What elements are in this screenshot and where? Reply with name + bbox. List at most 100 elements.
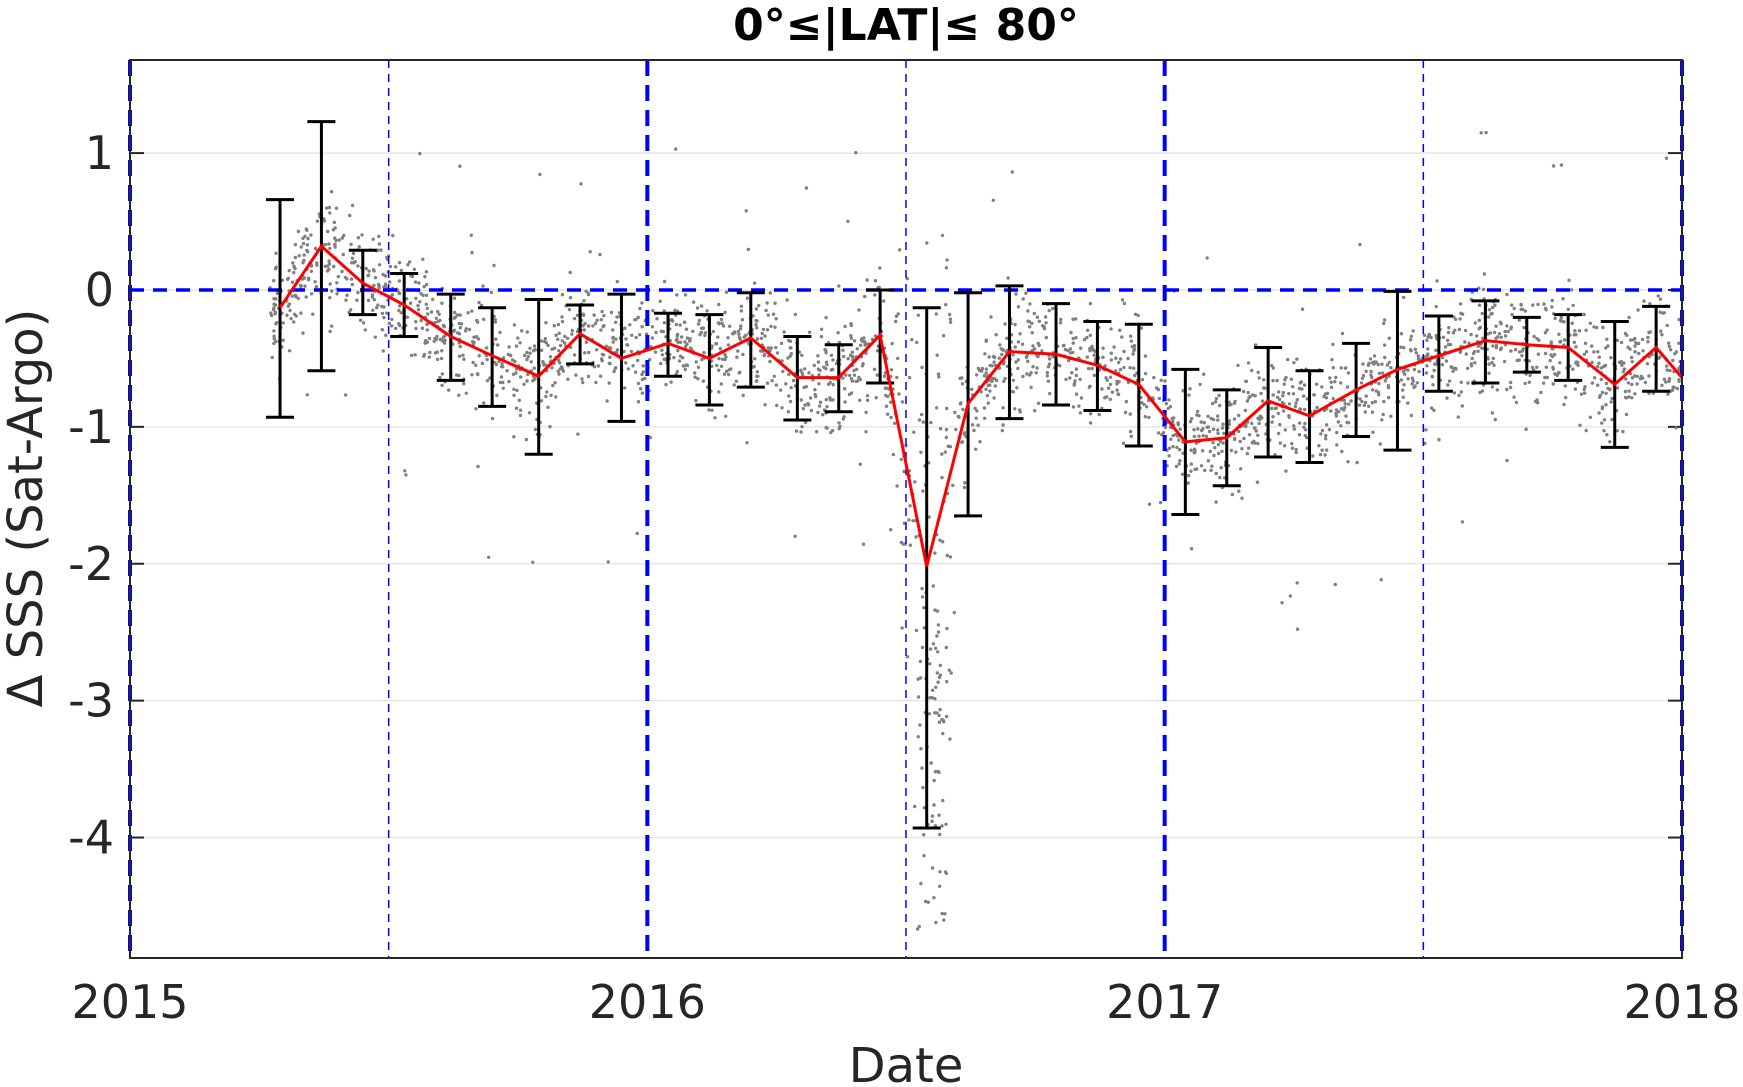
scatter-point <box>1199 428 1204 433</box>
scatter-point <box>1250 441 1254 445</box>
scatter-point <box>440 349 444 353</box>
scatter-point <box>1460 520 1465 524</box>
scatter-point <box>1011 353 1015 357</box>
scatter-point <box>1424 371 1429 375</box>
scatter-point <box>568 270 572 275</box>
scatter-point <box>340 236 345 240</box>
scatter-point <box>831 383 835 387</box>
scatter-point <box>726 343 731 347</box>
scatter-point <box>1282 382 1286 386</box>
scatter-point <box>328 296 332 300</box>
scatter-point <box>539 348 544 352</box>
scatter-point <box>980 366 985 371</box>
scatter-point <box>1131 352 1135 356</box>
scatter-point <box>1660 383 1664 387</box>
scatter-point <box>1377 371 1382 375</box>
scatter-point <box>921 489 925 493</box>
scatter-point <box>1564 395 1568 400</box>
scatter-point <box>951 483 955 488</box>
scatter-point <box>1221 441 1225 445</box>
scatter-point <box>920 645 925 650</box>
scatter-point <box>539 339 544 343</box>
scatter-point <box>841 376 845 380</box>
scatter-point <box>343 393 348 397</box>
scatter-point <box>356 236 361 240</box>
scatter-point <box>891 452 896 457</box>
scatter-point <box>576 432 580 436</box>
scatter-point <box>765 328 770 332</box>
scatter-point <box>272 308 276 312</box>
scatter-point <box>739 324 743 328</box>
scatter-point <box>936 680 940 684</box>
scatter-point <box>440 301 444 305</box>
scatter-point <box>572 353 577 357</box>
scatter-point <box>1477 318 1482 322</box>
scatter-point <box>552 324 556 328</box>
scatter-point <box>1553 316 1557 321</box>
scatter-point <box>1001 423 1005 427</box>
scatter-point <box>1324 437 1328 441</box>
scatter-point <box>1621 429 1625 434</box>
scatter-point <box>1305 435 1309 440</box>
scatter-point <box>1415 381 1420 385</box>
scatter-point <box>303 234 307 238</box>
scatter-point <box>1273 406 1277 411</box>
scatter-point <box>1302 394 1306 398</box>
scatter-point <box>932 896 936 900</box>
scatter-point <box>1334 414 1339 418</box>
scatter-point <box>1492 330 1497 335</box>
scatter-point <box>1503 334 1508 338</box>
scatter-point <box>1441 335 1446 339</box>
scatter-point <box>1475 334 1479 338</box>
scatter-point <box>819 334 824 339</box>
scatter-point <box>1280 401 1285 405</box>
scatter-point <box>314 285 319 289</box>
scatter-point <box>323 264 327 268</box>
scatter-point <box>1169 437 1173 441</box>
scatter-point <box>614 320 618 324</box>
scatter-point <box>593 321 598 326</box>
scatter-point <box>1152 375 1156 380</box>
scatter-point <box>1576 360 1580 365</box>
scatter-point <box>1118 328 1122 332</box>
scatter-point <box>500 362 504 366</box>
scatter-point <box>606 560 610 564</box>
scatter-point <box>565 336 570 340</box>
scatter-point <box>1123 410 1128 415</box>
scatter-point <box>1656 294 1660 298</box>
scatter-point <box>785 298 789 302</box>
scatter-point <box>1109 327 1113 331</box>
scatter-point <box>897 392 901 396</box>
scatter-point <box>972 428 976 433</box>
scatter-point <box>768 291 772 295</box>
scatter-point <box>1342 398 1347 402</box>
scatter-point <box>788 354 792 358</box>
scatter-point <box>624 337 628 341</box>
scatter-point <box>862 336 866 340</box>
scatter-point <box>1402 383 1406 387</box>
scatter-point <box>741 352 745 357</box>
scatter-point <box>973 406 977 411</box>
scatter-point <box>962 432 967 436</box>
scatter-point <box>575 313 580 318</box>
scatter-point <box>994 333 998 337</box>
scatter-point <box>1610 396 1614 401</box>
scatter-point <box>1258 414 1262 418</box>
scatter-point <box>1227 419 1232 423</box>
scatter-point <box>1383 379 1388 383</box>
scatter-point <box>1072 381 1077 386</box>
scatter-point <box>1363 410 1368 414</box>
scatter-point <box>1599 366 1604 370</box>
scatter-point <box>1364 394 1368 398</box>
scatter-point <box>1433 362 1437 366</box>
scatter-point <box>1440 363 1445 367</box>
scatter-point <box>1117 380 1121 384</box>
scatter-point <box>1481 287 1486 292</box>
scatter-point <box>516 336 520 340</box>
scatter-point <box>1074 392 1079 396</box>
scatter-point <box>1290 446 1295 450</box>
scatter-point <box>1464 352 1469 356</box>
scatter-point <box>342 233 346 238</box>
scatter-point <box>807 371 811 375</box>
scatter-point <box>636 381 641 386</box>
